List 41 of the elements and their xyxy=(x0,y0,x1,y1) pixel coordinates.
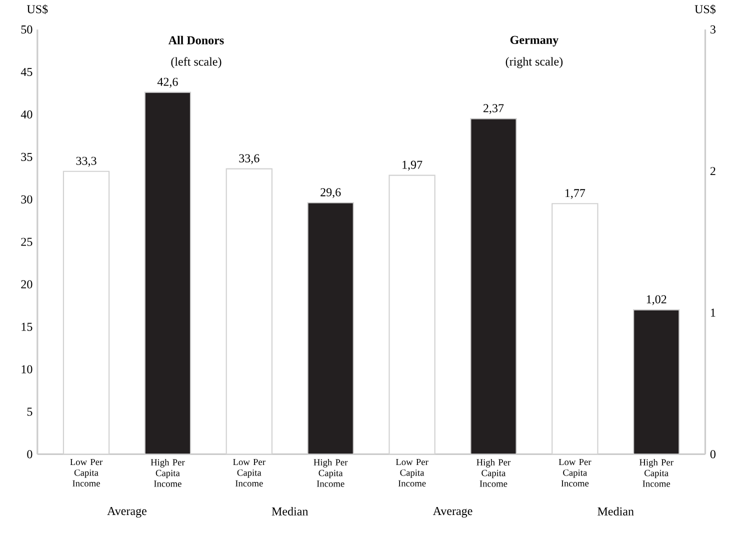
y2-tick-label: 2 xyxy=(710,167,716,176)
x-tick-label: Low Per Capita Income xyxy=(70,458,103,486)
y-tick-label: 15 xyxy=(22,322,32,331)
y2-axis-title: US$ xyxy=(694,4,716,14)
x-tick-label: Low Per Capita Income xyxy=(558,458,592,486)
y-tick-label: 30 xyxy=(21,195,32,204)
x-tick-label: High Per Capita Income xyxy=(150,458,185,487)
y2-tick-label: 3 xyxy=(710,25,716,34)
data-label: 42,6 xyxy=(157,78,178,88)
annotation: (left scale) xyxy=(171,57,222,68)
data-label: 1,77 xyxy=(565,189,586,199)
y-axis-title: US$ xyxy=(26,4,48,14)
data-label: 29,6 xyxy=(320,188,341,198)
y-tick-label: 10 xyxy=(22,365,32,374)
x-tick-label: High Per Capita Income xyxy=(639,458,674,487)
data-label: 2,37 xyxy=(483,104,504,114)
data-label: 33,3 xyxy=(76,156,96,167)
y-tick-label: 20 xyxy=(21,280,32,288)
data-label: 1,02 xyxy=(646,295,666,306)
y-tick-label: 25 xyxy=(21,238,32,246)
x-tick-label: High Per Capita Income xyxy=(314,458,348,487)
x-tick-label: High Per Capita Income xyxy=(476,458,511,487)
y2-tick-label: 1 xyxy=(710,308,716,317)
text: Median xyxy=(272,507,308,516)
y2-tick-label: 0 xyxy=(710,450,716,458)
annotation: (right scale) xyxy=(506,57,563,68)
annotation: All Donors xyxy=(168,36,224,44)
text: Average xyxy=(107,507,146,518)
data-label: 1,97 xyxy=(402,160,422,171)
y-tick-label: 5 xyxy=(27,408,32,416)
y-tick-label: 0 xyxy=(27,450,32,458)
data-label: 33,6 xyxy=(239,154,260,164)
text: Median xyxy=(598,507,634,516)
x-tick-label: Low Per Capita Income xyxy=(233,458,266,486)
y-tick-label: 50 xyxy=(21,25,32,34)
annotation: Germany xyxy=(510,36,558,46)
text: Average xyxy=(432,507,472,518)
y-tick-label: 40 xyxy=(20,110,32,118)
y-tick-label: 35 xyxy=(21,152,32,161)
x-tick-label: Low Per Capita Income xyxy=(396,458,428,486)
y-tick-label: 45 xyxy=(20,68,32,76)
